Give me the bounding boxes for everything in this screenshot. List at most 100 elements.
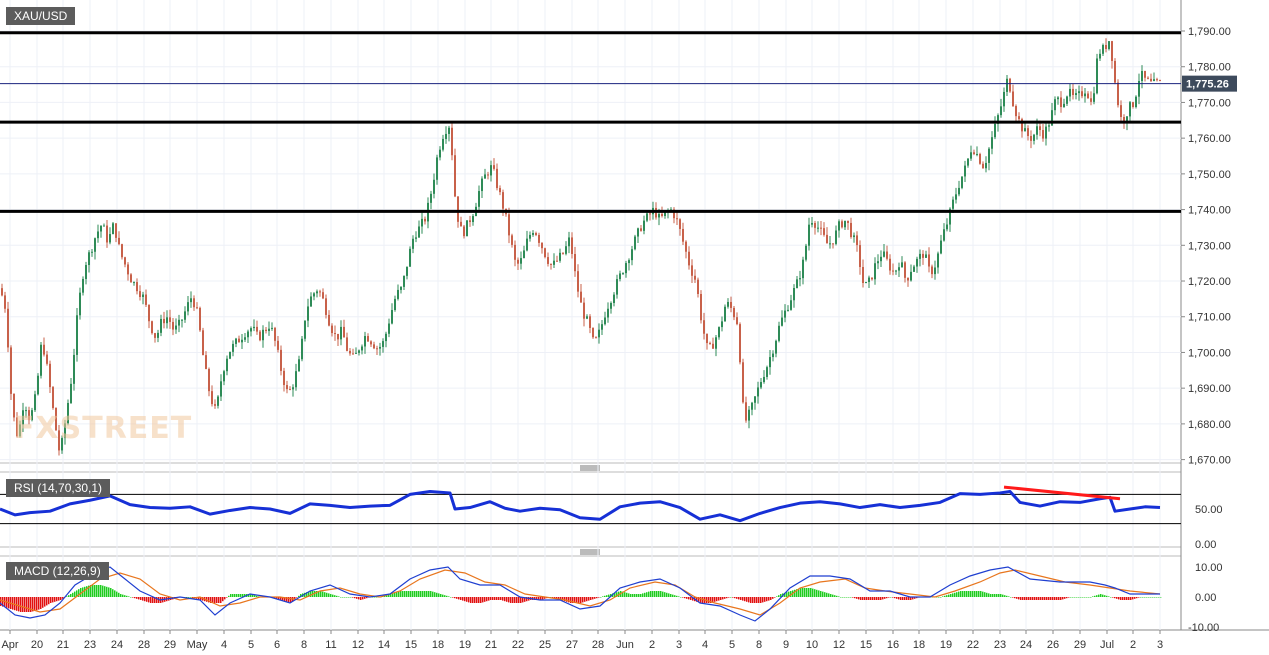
macd-histogram-bar <box>814 589 816 597</box>
candle-body <box>445 133 447 139</box>
macd-histogram-bar <box>500 597 502 600</box>
candle-body <box>580 291 582 303</box>
candle-body <box>217 396 219 406</box>
macd-histogram-bar <box>34 597 36 611</box>
candle-body <box>820 227 822 229</box>
macd-histogram-bar <box>788 591 790 597</box>
x-tick-label: 2 <box>1130 639 1136 651</box>
macd-histogram-bar <box>330 594 332 597</box>
candle-body <box>985 162 987 169</box>
macd-histogram-bar <box>852 597 854 598</box>
macd-histogram-bar <box>376 597 378 598</box>
candle-body <box>1132 102 1134 107</box>
macd-histogram-bar <box>670 594 672 597</box>
macd-histogram-bar <box>452 597 454 598</box>
macd-histogram-bar <box>882 597 884 600</box>
macd-histogram-bar <box>942 596 944 597</box>
macd-histogram-bar <box>776 596 778 597</box>
candle-body <box>151 321 153 334</box>
macd-histogram-bar <box>448 596 450 597</box>
macd-histogram-bar <box>540 597 542 600</box>
candle-body <box>397 289 399 299</box>
macd-histogram-bar <box>100 585 102 597</box>
macd-histogram-bar <box>912 597 914 600</box>
candle-body <box>748 409 750 421</box>
candle-body <box>304 320 306 339</box>
macd-histogram-bar <box>984 592 986 597</box>
candle-body <box>553 260 555 265</box>
candle-body <box>34 394 36 411</box>
candle-body <box>1126 116 1128 124</box>
macd-histogram-bar <box>570 597 572 603</box>
macd-histogram-bar <box>492 597 494 600</box>
candle-body <box>208 368 210 392</box>
macd-histogram-bar <box>1020 597 1022 600</box>
candle-body <box>286 385 288 390</box>
candle-body <box>1120 105 1122 118</box>
macd-histogram-bar <box>422 591 424 597</box>
candle-body <box>901 262 903 268</box>
x-tick-label: 14 <box>378 639 390 651</box>
macd-histogram-bar <box>534 597 536 600</box>
candle-body <box>724 306 726 322</box>
candle-body <box>283 370 285 386</box>
candle-body <box>10 347 12 394</box>
macd-histogram-bar <box>444 595 446 597</box>
macd-histogram-bar <box>800 588 802 597</box>
macd-histogram-bar <box>72 592 74 597</box>
macd-histogram-bar <box>420 591 422 597</box>
macd-histogram-bar <box>140 597 142 600</box>
x-tick-label: 3 <box>1157 639 1163 651</box>
macd-histogram-bar <box>1090 597 1092 598</box>
candle-body <box>238 338 240 343</box>
candle-body <box>646 213 648 221</box>
macd-histogram-bar <box>718 597 720 601</box>
candle-body <box>259 331 261 341</box>
macd-histogram-bar <box>826 592 828 597</box>
candle-body <box>721 321 723 328</box>
macd-histogram-bar <box>464 597 466 602</box>
macd-histogram-bar <box>622 591 624 597</box>
candle-body <box>517 259 519 264</box>
macd-histogram-bar <box>406 591 408 597</box>
candle-body <box>931 266 933 275</box>
candle-body <box>268 328 270 332</box>
macd-histogram-bar <box>300 594 302 597</box>
candle-body <box>868 277 870 283</box>
macd-histogram-bar <box>512 597 514 603</box>
last-price-label: 1,775.26 <box>1186 79 1229 91</box>
macd-histogram-bar <box>562 597 564 601</box>
candle-body <box>970 152 972 159</box>
macd-histogram-bar <box>354 597 356 599</box>
x-tick-label: 15 <box>405 639 417 651</box>
macd-histogram-bar <box>958 591 960 597</box>
macd-histogram-bar <box>1116 597 1118 599</box>
candle-body <box>478 191 480 207</box>
macd-histogram-bar <box>26 597 28 612</box>
candle-body <box>1021 119 1023 132</box>
candle-body <box>892 270 894 272</box>
macd-histogram-bar <box>104 586 106 597</box>
macd-histogram-bar <box>1034 597 1036 600</box>
candle-body <box>244 337 246 340</box>
macd-tick-label: 0.00 <box>1195 592 1216 604</box>
macd-histogram-bar <box>514 597 516 603</box>
macd-histogram-bar <box>624 592 626 597</box>
candle-body <box>334 333 336 335</box>
macd-histogram-bar <box>442 594 444 597</box>
candle-body <box>508 214 510 236</box>
candle-body <box>88 252 90 266</box>
macd-histogram-bar <box>224 597 226 600</box>
macd-histogram-bar <box>1110 597 1112 598</box>
macd-histogram-bar <box>684 597 686 599</box>
macd-histogram-bar <box>384 595 386 597</box>
candle-body <box>196 307 198 309</box>
macd-histogram-bar <box>734 597 736 599</box>
macd-histogram-bar <box>116 591 118 597</box>
y-tick-label: 1,730.00 <box>1188 240 1231 252</box>
candle-body <box>703 320 705 334</box>
x-tick-label: 15 <box>860 639 872 651</box>
macd-histogram-bar <box>122 594 124 597</box>
candle-body <box>355 352 357 354</box>
macd-histogram-bar <box>1062 597 1064 600</box>
